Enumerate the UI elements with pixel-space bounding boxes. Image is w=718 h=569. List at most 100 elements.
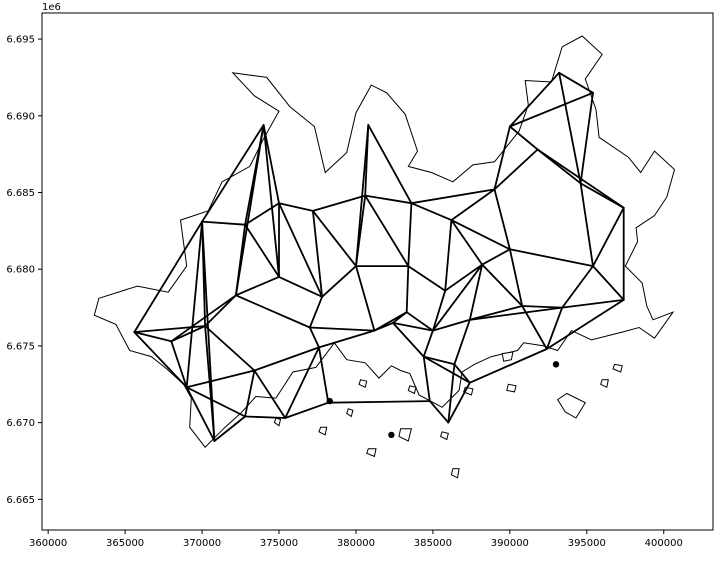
network-edge-75: [453, 363, 471, 384]
network-edge-81: [234, 294, 311, 329]
x-tick-label-3: 375000: [260, 538, 298, 549]
network-edge-29: [405, 265, 410, 314]
network-edge-42: [422, 355, 456, 366]
network-edge-11: [262, 124, 280, 278]
network-edge-76: [447, 381, 471, 424]
network-edge-56: [508, 125, 539, 151]
network-edge-90: [185, 369, 256, 389]
x-tick-label-7: 395000: [568, 538, 606, 549]
network-edge-97: [170, 325, 207, 343]
network-edge-50: [493, 188, 511, 251]
region-outline-3: [398, 428, 413, 442]
network-edge-103: [367, 124, 413, 205]
network-edge-109: [170, 340, 188, 389]
network-edge-28: [407, 265, 447, 292]
network-edge-101: [431, 263, 484, 332]
region-outline-4: [450, 468, 460, 479]
y-tick-label-3: 6.680: [6, 265, 35, 276]
x-tick-label-4: 380000: [337, 538, 375, 549]
network-edge-54: [493, 125, 511, 191]
network-edge-98: [234, 275, 280, 297]
network-edge-33: [355, 265, 376, 332]
y-offset-label: 1e6: [42, 2, 61, 13]
x-tick-label-0: 360000: [29, 538, 67, 549]
x-tick-label-6: 390000: [491, 538, 529, 549]
network-edge-18: [311, 194, 367, 212]
network-edge-15: [278, 202, 314, 212]
network-edge-24: [407, 202, 413, 268]
network-edge-104: [450, 219, 484, 266]
network-edge-78: [327, 400, 431, 404]
network-edge-46: [468, 263, 484, 321]
network-edge-19: [311, 209, 357, 268]
network-edge-32: [431, 289, 447, 332]
network-edge-94: [204, 325, 216, 442]
network-edge-31: [444, 263, 484, 292]
network-edge-65: [592, 206, 625, 268]
network-edge-67: [592, 265, 625, 301]
network-edge-26: [410, 188, 496, 205]
network-edge-41: [391, 321, 425, 358]
point-marker-2: [326, 397, 333, 405]
region-outline-14: [273, 417, 282, 427]
region-outline-12: [346, 408, 354, 418]
region-outlines: [93, 35, 676, 479]
network-edge-108: [234, 124, 265, 297]
region-outline-2: [501, 351, 514, 362]
x-tick-label-8: 400000: [645, 538, 683, 549]
network-edge-4: [201, 124, 265, 223]
network-edge-110: [405, 311, 434, 332]
network-edge-74: [468, 348, 548, 384]
network-edge-68: [561, 265, 594, 309]
network-edge-71: [521, 305, 564, 309]
network-edge-0: [133, 220, 204, 334]
network-edge-61: [558, 71, 582, 185]
network-edge-99: [391, 321, 434, 332]
network-edge-83: [253, 346, 320, 372]
y-tick-label-5: 6.690: [6, 111, 35, 122]
network-edge-25: [410, 202, 453, 222]
y-tick-label-6: 6.695: [6, 35, 35, 46]
network-edge-100: [391, 311, 408, 324]
network-edge-21: [364, 194, 413, 205]
network-edge-113: [481, 263, 524, 307]
network-edge-55: [450, 188, 496, 222]
network-edge-39: [318, 329, 376, 349]
network-edge-52: [508, 248, 594, 268]
network-edge-102: [355, 124, 370, 268]
y-tick-label-2: 6.675: [6, 341, 35, 352]
network-edge-112: [364, 194, 410, 268]
network-edge-95: [204, 294, 237, 327]
network-edge-106: [450, 219, 511, 251]
point-marker-1: [552, 361, 560, 368]
network-edge-82: [318, 346, 330, 404]
region-outline-13: [358, 379, 368, 389]
network-edge-53: [493, 148, 539, 191]
point-marker-0: [388, 431, 395, 439]
network-edge-1: [133, 325, 207, 334]
x-tick-label-5: 385000: [414, 538, 452, 549]
network-edge-58: [508, 71, 560, 128]
network-edge-69: [561, 298, 625, 309]
network-edge-45: [431, 318, 471, 332]
network-edge-111: [422, 355, 471, 384]
network-edge-96: [170, 294, 237, 343]
network-edge-59: [508, 91, 594, 128]
network-edge-93: [213, 415, 247, 442]
network-edge-105: [536, 148, 625, 209]
network-edge-17: [278, 202, 324, 298]
network-edge-87: [244, 415, 287, 419]
network-edge-12: [244, 202, 280, 226]
network-edge-43: [422, 355, 431, 403]
network-edge-10: [262, 124, 280, 205]
y-tick-label-1: 6.670: [6, 418, 35, 429]
network-edge-80: [308, 326, 320, 349]
y-axis: 6.665 6.670 6.675 6.680 6.685 6.690 6.695: [6, 35, 42, 506]
plot-frame: [41, 12, 714, 531]
network-edge-51: [508, 248, 524, 307]
network-edge-91: [185, 386, 216, 442]
x-tick-label-1: 365000: [106, 538, 144, 549]
network-edge-48: [453, 318, 471, 366]
